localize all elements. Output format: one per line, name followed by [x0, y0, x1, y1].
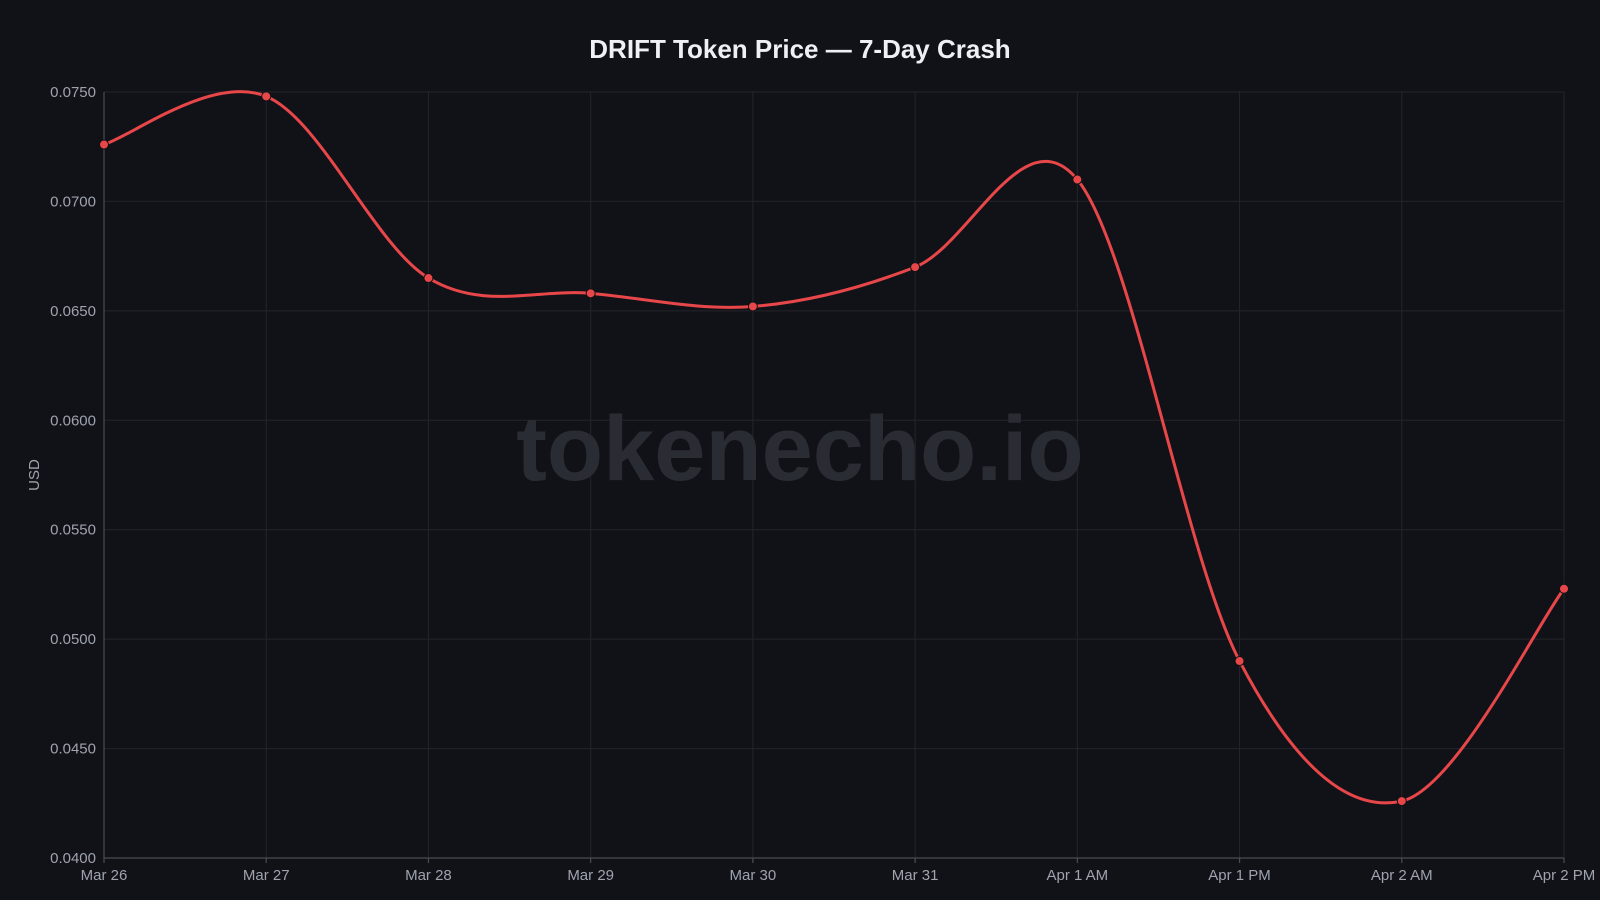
x-tick-label: Mar 28 — [405, 867, 452, 884]
x-tick-label: Apr 1 PM — [1208, 867, 1271, 884]
x-tick-label: Mar 31 — [892, 867, 939, 884]
y-tick-label: 0.0500 — [50, 631, 96, 648]
y-tick-label: 0.0400 — [50, 850, 96, 867]
data-point[interactable] — [1072, 174, 1083, 185]
y-tick-label: 0.0600 — [50, 412, 96, 429]
grid — [103, 91, 1565, 859]
y-tick-label: 0.0450 — [50, 741, 96, 758]
data-point[interactable] — [1234, 656, 1245, 667]
data-point[interactable] — [747, 301, 758, 312]
data-point[interactable] — [261, 91, 272, 102]
data-point[interactable] — [423, 273, 434, 284]
x-tick-label: Apr 1 AM — [1046, 867, 1108, 884]
axes — [103, 92, 1565, 863]
y-tick-label: 0.0650 — [50, 303, 96, 320]
watermark-text: tokenecho.io — [516, 398, 1083, 500]
x-tick-label: Mar 27 — [243, 867, 290, 884]
data-point[interactable] — [99, 139, 109, 150]
data-point[interactable] — [910, 262, 921, 273]
tick-labels: 0.0400 0.0450 0.0500 0.0550 0.0600 0.0650 0.07… — [50, 84, 1595, 884]
data-point[interactable] — [1559, 583, 1569, 594]
x-tick-label: Mar 29 — [567, 867, 614, 884]
series-layer — [99, 90, 1569, 807]
x-tick-label: Mar 26 — [81, 867, 128, 884]
y-tick-label: 0.0750 — [50, 84, 96, 101]
y-axis-label: USD — [26, 459, 43, 491]
data-point[interactable] — [585, 288, 596, 299]
y-tick-label: 0.0700 — [50, 193, 96, 210]
chart-title: DRIFT Token Price — 7-Day Crash — [589, 34, 1010, 64]
x-tick-label: Apr 2 AM — [1371, 867, 1433, 884]
x-tick-label: Apr 2 PM — [1533, 867, 1596, 884]
x-tick-label: Mar 30 — [730, 867, 777, 884]
y-tick-label: 0.0550 — [50, 522, 96, 539]
data-point[interactable] — [1396, 796, 1407, 807]
